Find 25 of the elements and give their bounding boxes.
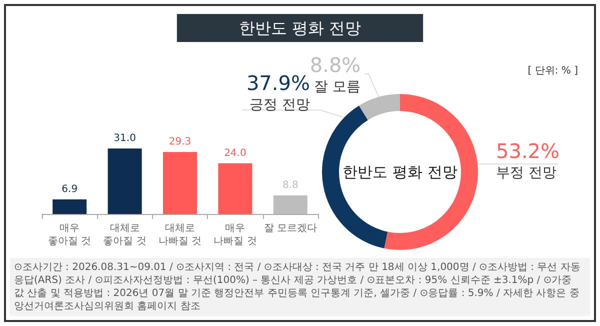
data-label: 53.2% bbox=[496, 139, 560, 163]
bar bbox=[218, 163, 252, 214]
text: 한반도 평화 전망 bbox=[342, 163, 458, 181]
bar bbox=[108, 148, 142, 214]
x-tick-label: 잘 모르겠다 bbox=[264, 223, 317, 234]
x-tick-label: 매우 나빠질 것 bbox=[214, 223, 257, 247]
text: ⊙조사기간 : 2026.08.31~09.01 / ⊙조사지역 : 전국 / ⊙조사대상 : 전국 거주 만 18세 이상 1,000명 / ⊙조사방법 : 무선 자동응답(ARS) 조사 / ⊙피조사자선정방법 : 무선(100%) – 통신사 제공 가상번호 / ⊙표본오차 : 95% 신뢰수준 ±3.1%p / ⊙가중값 산출 및 적용방법 : 2026년 07월 말 기준 행정안전부 주민등록 인구통계 기준, 셀가중 / ⊙응답률 : 5.9% / 자세한 사항은 중앙선거여론조사심의위원회 홈페이지 참조 bbox=[14, 262, 580, 312]
data-label: 24.0 bbox=[224, 148, 246, 159]
data-label: 37.9% bbox=[246, 71, 310, 95]
chart-title: 한반도 평화 전망 bbox=[238, 18, 362, 38]
data-label: 31.0 bbox=[114, 132, 136, 144]
data-label: 6.9 bbox=[62, 184, 78, 195]
data-label: 8.8% bbox=[310, 53, 361, 77]
data-label: 8.8 bbox=[282, 180, 298, 191]
slice-label: 긍정 전망 bbox=[250, 97, 310, 113]
slice-label: 잘 모름 bbox=[314, 79, 361, 95]
slice-label: 부정 전망 bbox=[496, 165, 556, 181]
x-tick-label: 대체로 좋아질 것 bbox=[103, 223, 146, 247]
bar bbox=[52, 199, 87, 214]
text: [ 단위: % ] bbox=[528, 66, 578, 76]
bar bbox=[163, 152, 197, 214]
x-tick-label: 매우 좋아질 것 bbox=[48, 223, 92, 247]
bar bbox=[273, 195, 308, 214]
data-label: 29.3 bbox=[168, 136, 192, 148]
x-tick-label: 대체로 나빠질 것 bbox=[158, 223, 202, 247]
